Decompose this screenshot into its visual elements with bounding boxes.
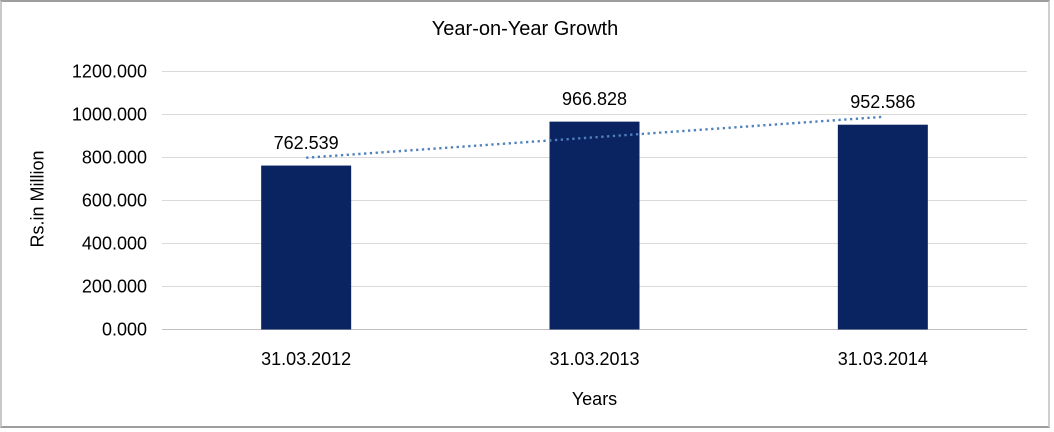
bar (261, 165, 352, 330)
trendline (306, 115, 883, 159)
bar (549, 121, 640, 330)
y-tick-label: 200.000 (81, 276, 147, 296)
bar (837, 124, 928, 330)
y-tick-label: 1000.000 (71, 104, 147, 124)
x-category-label: 31.03.2013 (549, 349, 640, 369)
x-category-label: 31.03.2014 (837, 349, 928, 369)
x-category-label: 31.03.2012 (261, 349, 352, 369)
y-tick-label: 600.000 (81, 190, 147, 210)
chart-title: Year-on-Year Growth (431, 18, 619, 40)
x-axis-title: Years (571, 389, 618, 409)
y-tick-label: 400.000 (81, 233, 147, 253)
y-tick-label: 1200.000 (71, 61, 147, 81)
bar-value-label: 966.828 (561, 88, 628, 109)
bar-value-label: 762.539 (273, 132, 339, 153)
y-tick-label: 0.000 (101, 319, 147, 339)
y-tick-label: 800.000 (81, 147, 147, 167)
bar-value-label: 952.586 (850, 91, 916, 112)
